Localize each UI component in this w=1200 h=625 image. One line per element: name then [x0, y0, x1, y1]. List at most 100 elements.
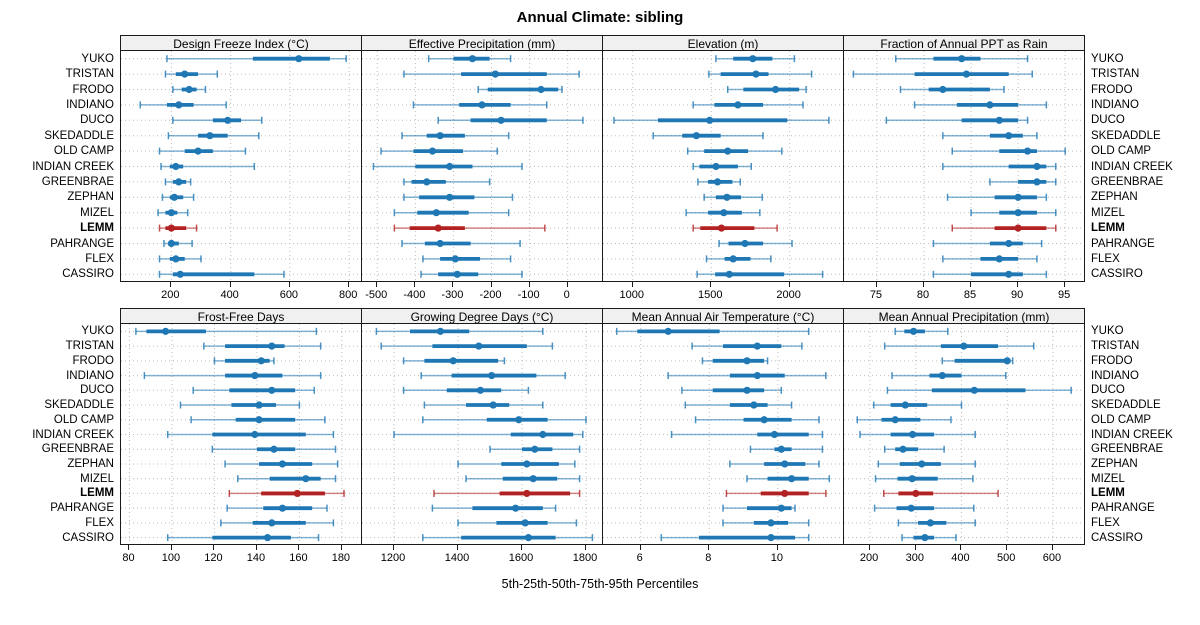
site-label-indiano: INDIANO: [1091, 369, 1139, 382]
x-tick: [288, 282, 290, 287]
lattice-panels: YUKO TRISTAN FRODO INDIANO DUCO SKEDADDLE OLD …: [0, 35, 1200, 571]
percentile-interval-greenbrae: [989, 178, 1057, 186]
site-label-indian-creek: INDIAN CREEK: [32, 160, 114, 173]
x-axis-effective-precipitation-mm-: -500 -400 -300 -200 -100 0: [361, 282, 603, 308]
x-tick-label: 1400: [444, 552, 470, 564]
percentile-interval-flex: [457, 519, 578, 527]
percentile-interval-duco: [172, 116, 263, 124]
percentile-interval-tristan: [852, 70, 1033, 78]
percentile-interval-greenbrae: [883, 445, 945, 453]
x-tick: [170, 282, 172, 287]
percentile-interval-tristan: [883, 342, 1035, 350]
x-axis-design-freeze-index-c-: 200 400 600 800: [120, 282, 362, 308]
percentile-interval-duco: [681, 386, 783, 394]
percentile-interval-old-camp: [951, 147, 1066, 155]
site-labels-right: YUKO TRISTAN FRODO INDIANO DUCO SKEDADDLE OLD …: [1085, 308, 1197, 545]
percentile-interval-flex: [220, 519, 335, 527]
panel-elevation-m-: Elevation (m) 1000 1500 2000: [602, 35, 844, 308]
percentile-interval-zephan: [703, 193, 763, 201]
percentile-interval-greenbrae: [697, 178, 742, 186]
panel-plot-area: [361, 324, 603, 545]
percentile-interval-mizel: [237, 475, 337, 483]
percentile-interval-cassiro: [660, 534, 810, 542]
percentile-interval-duco: [192, 386, 316, 394]
panel-plot-svg: [603, 51, 843, 281]
percentile-interval-pahrange: [226, 504, 328, 512]
x-tick-label: 1600: [508, 552, 534, 564]
percentiles-caption: 5th-25th-50th-75th-95th Percentiles: [501, 577, 699, 591]
panel-plot-area: [843, 324, 1085, 545]
percentile-interval-mizel: [874, 475, 974, 483]
site-label-cassiro: CASSIRO: [62, 531, 114, 544]
panel-design-freeze-index-c-: Design Freeze Index (°C) 200 400 600 800: [120, 35, 362, 308]
site-label-zephan: ZEPHAN: [1091, 457, 1138, 470]
site-label-skedaddle: SKEDADDLE: [44, 129, 114, 142]
x-tick: [875, 282, 877, 287]
percentile-interval-flex: [705, 255, 772, 263]
site-label-pahrange: PAHRANGE: [50, 237, 114, 250]
x-tick: [1017, 282, 1019, 287]
percentile-interval-flex: [158, 255, 202, 263]
site-label-old-camp: OLD CAMP: [1091, 145, 1152, 158]
percentile-interval-flex: [722, 519, 810, 527]
percentile-interval-indiano: [143, 371, 322, 380]
x-tick-label: 80: [916, 289, 930, 301]
panel-strip-title: Design Freeze Index (°C): [120, 35, 362, 51]
percentile-interval-old-camp: [686, 147, 783, 155]
site-label-mizel: MIZEL: [80, 472, 114, 485]
percentile-interval-mizel: [685, 209, 761, 217]
panel-strip-title: Mean Annual Precipitation (mm): [843, 308, 1085, 324]
x-tick: [348, 282, 350, 287]
percentile-interval-indiano: [420, 371, 566, 380]
site-label-lemm: LEMM: [80, 487, 114, 500]
x-tick: [914, 545, 916, 550]
percentile-interval-greenbrae: [164, 178, 192, 186]
site-label-greenbrae: GREENBRAE: [41, 443, 114, 456]
percentile-interval-duco: [437, 116, 584, 124]
x-tick-label: -300: [441, 289, 464, 301]
site-label-indiano: INDIANO: [1091, 98, 1139, 111]
x-tick: [452, 282, 454, 287]
percentile-interval-greenbrae: [403, 178, 491, 186]
x-tick: [708, 545, 710, 550]
site-label-duco: DUCO: [1091, 114, 1125, 127]
site-label-cassiro: CASSIRO: [1091, 268, 1143, 281]
x-tick: [376, 282, 378, 287]
x-tick-label: 800: [338, 289, 358, 301]
percentile-interval-indiano: [139, 101, 227, 109]
x-tick: [213, 545, 215, 550]
x-tick-label: 1000: [619, 289, 645, 301]
percentile-interval-tristan: [164, 70, 219, 78]
x-tick-label: 400: [951, 552, 970, 564]
percentile-interval-flex: [942, 255, 1038, 263]
x-tick-label: -500: [365, 289, 388, 301]
percentile-interval-yuko: [135, 327, 318, 335]
site-label-greenbrae: GREENBRAE: [1091, 443, 1164, 456]
percentile-interval-frodo: [213, 357, 275, 365]
x-tick: [1051, 545, 1053, 550]
x-axis-growing-degree-days-c-: 1200 1400 1600 1800: [361, 545, 603, 571]
panel-plot-area: [120, 324, 362, 545]
percentile-interval-skedaddle: [942, 132, 1038, 140]
x-tick-label: 90: [1010, 289, 1024, 301]
percentile-interval-old-camp: [190, 416, 326, 424]
percentile-interval-yuko: [375, 327, 544, 335]
site-label-zephan: ZEPHAN: [67, 191, 114, 204]
x-tick-label: 300: [905, 552, 924, 564]
percentile-interval-cassiro: [901, 534, 957, 542]
x-tick-label: 95: [1058, 289, 1071, 301]
site-label-pahrange: PAHRANGE: [1091, 502, 1155, 515]
site-label-cassiro: CASSIRO: [62, 268, 114, 281]
percentile-interval-lemm: [725, 489, 827, 498]
site-label-indian-creek: INDIAN CREEK: [1091, 160, 1173, 173]
percentile-interval-old-camp: [158, 147, 247, 155]
site-label-lemm: LEMM: [1091, 222, 1125, 235]
percentile-interval-duco: [886, 386, 1072, 394]
x-tick-label: 80: [122, 552, 135, 564]
x-tick: [528, 282, 530, 287]
x-tick-label: -100: [517, 289, 540, 301]
panel-plot-svg: [603, 324, 843, 544]
percentile-interval-old-camp: [422, 416, 587, 424]
x-tick: [960, 545, 962, 550]
panel-strip-title: Effective Precipitation (mm): [361, 35, 603, 51]
